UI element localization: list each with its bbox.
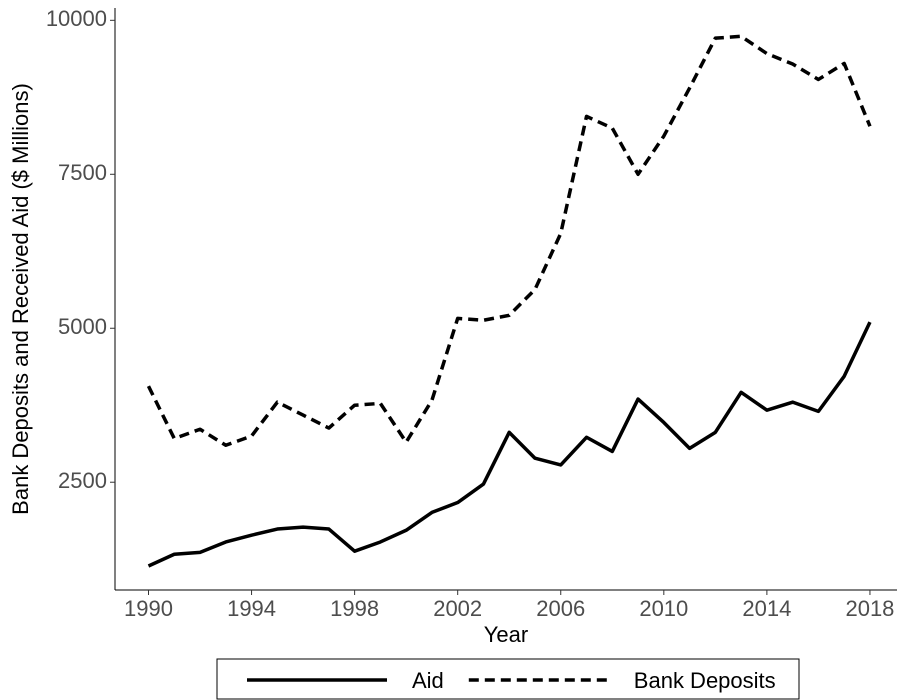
legend-label: Bank Deposits [634, 668, 776, 693]
y-tick-label: 5000 [58, 314, 107, 339]
line-series [147, 321, 872, 568]
x-tick-label: 2002 [433, 596, 482, 621]
x-tick-label: 1994 [227, 596, 276, 621]
line-series [146, 34, 872, 448]
x-tick-label: 2006 [536, 596, 585, 621]
x-tick-label: 1990 [124, 596, 173, 621]
x-tick-label: 1998 [330, 596, 379, 621]
legend-label: Aid [412, 668, 444, 693]
y-tick-label: 7500 [58, 160, 107, 185]
x-tick-label: 2010 [639, 596, 688, 621]
legend-box [216, 658, 800, 700]
y-tick-label: 2500 [58, 468, 107, 493]
x-tick-label: 2014 [742, 596, 791, 621]
x-axis-title: Year [484, 622, 528, 647]
y-tick-label: 10000 [46, 6, 107, 31]
x-tick-label: 2018 [845, 596, 894, 621]
y-axis-title: Bank Deposits and Received Aid ($ Millio… [8, 83, 33, 515]
